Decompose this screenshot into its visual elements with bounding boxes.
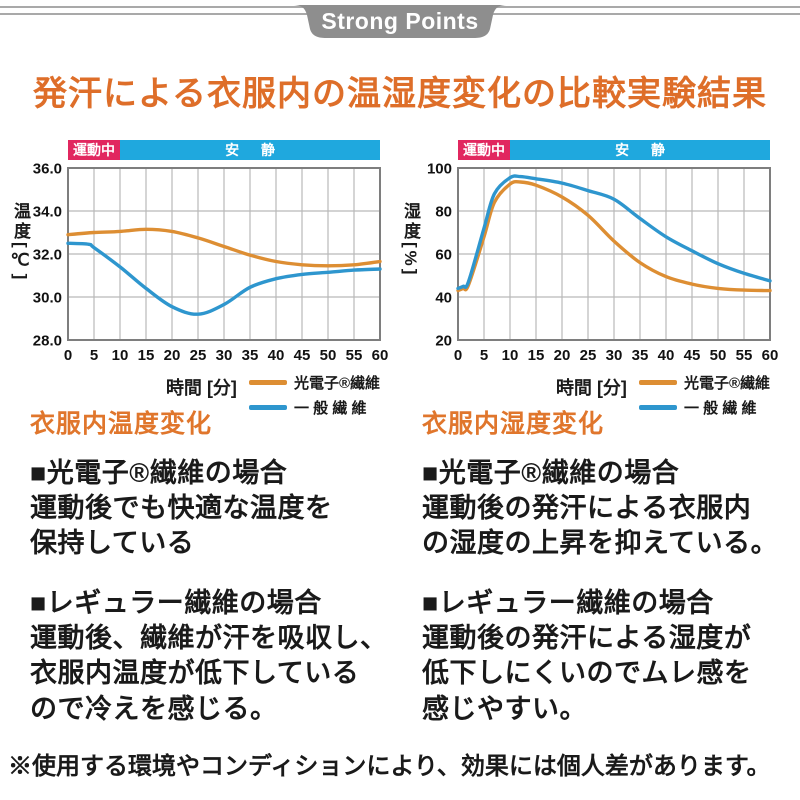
rest-label: 安 静 bbox=[225, 142, 284, 158]
humidity-section: 衣服内湿度変化 ■光電子®繊維の場合 運動後の発汗による衣服内 の湿度の上昇を抑… bbox=[422, 404, 794, 752]
svg-text:30.0: 30.0 bbox=[33, 290, 62, 307]
svg-text:32.0: 32.0 bbox=[33, 247, 62, 264]
temperature-section-heading: 衣服内温度変化 bbox=[30, 410, 213, 438]
svg-text:80: 80 bbox=[435, 204, 452, 221]
rest-phase-segment: 安 静 bbox=[120, 140, 380, 160]
legend: 光電子®繊維 一 般 繊 維 bbox=[248, 369, 380, 418]
svg-text:10: 10 bbox=[502, 347, 519, 364]
svg-text:20: 20 bbox=[554, 347, 571, 364]
temperature-koudenshi-text: ■光電子®繊維の場合 運動後でも快適な温度を 保持している bbox=[30, 458, 333, 559]
svg-text:60: 60 bbox=[435, 247, 452, 264]
svg-text:40: 40 bbox=[435, 290, 452, 307]
legend-label-general: 一 般 繊 維 bbox=[683, 400, 757, 417]
y-axis-unit-temperature: 温度[℃] bbox=[11, 202, 30, 283]
svg-text:25: 25 bbox=[190, 347, 207, 364]
svg-text:5: 5 bbox=[90, 347, 98, 364]
temperature-line-chart: 28.0 30.0 32.0 34.0 36.0 0 5 10 15 20 25 30 35 40 45 50… bbox=[33, 163, 388, 364]
rest-phase-segment: 安 静 bbox=[510, 140, 770, 160]
humidity-koudenshi-text: ■光電子®繊維の場合 運動後の発汗による衣服内 の湿度の上昇を抑えている。 bbox=[422, 458, 779, 559]
legend-swatch-general bbox=[638, 405, 677, 410]
legend-label-general: 一 般 繊 維 bbox=[293, 400, 367, 417]
svg-text:30: 30 bbox=[216, 347, 233, 364]
exercise-phase-segment: 運動中 bbox=[68, 140, 121, 160]
legend: 光電子®繊維 一 般 繊 維 bbox=[638, 369, 770, 418]
legend-item-koudenshi: 光電子®繊維 bbox=[248, 372, 380, 393]
temperature-regular-text: ■レギュラー繊維の場合 運動後、繊維が汗を吸収し、 衣服内温度が低下している の… bbox=[30, 588, 388, 724]
rest-label: 安 静 bbox=[615, 142, 674, 158]
exercise-phase-segment: 運動中 bbox=[458, 140, 511, 160]
svg-text:55: 55 bbox=[346, 347, 363, 364]
legend-swatch-general bbox=[248, 405, 287, 410]
temperature-section: 衣服内温度変化 ■光電子®繊維の場合 運動後でも快適な温度を 保持している ■レ… bbox=[30, 404, 402, 752]
svg-text:45: 45 bbox=[684, 347, 701, 364]
humidity-section-heading: 衣服内湿度変化 bbox=[422, 410, 605, 438]
svg-text:35: 35 bbox=[242, 347, 259, 364]
charts-row: 運動中 安 静 温度[℃] 28.0 30.0 32.0 34.0 36.0 0 5 10 15… bbox=[11, 140, 778, 418]
exercise-label: 運動中 bbox=[73, 142, 116, 158]
svg-text:50: 50 bbox=[320, 347, 337, 364]
legend-swatch-koudenshi bbox=[638, 380, 677, 385]
legend-label-koudenshi: 光電子®繊維 bbox=[293, 375, 380, 392]
svg-text:50: 50 bbox=[710, 347, 727, 364]
svg-text:60: 60 bbox=[372, 347, 388, 364]
x-axis-label: 時間 [分] bbox=[165, 378, 237, 398]
chart-footer: 時間 [分] 光電子®繊維 一 般 繊 維 bbox=[458, 367, 770, 418]
svg-text:36.0: 36.0 bbox=[33, 163, 62, 178]
svg-text:28.0: 28.0 bbox=[33, 333, 62, 350]
svg-text:15: 15 bbox=[528, 347, 545, 364]
svg-text:55: 55 bbox=[736, 347, 753, 364]
svg-text:0: 0 bbox=[454, 347, 462, 364]
svg-text:100: 100 bbox=[427, 163, 452, 178]
legend-label-koudenshi: 光電子®繊維 bbox=[683, 375, 770, 392]
svg-text:15: 15 bbox=[138, 347, 155, 364]
humidity-line-chart: 20 40 60 80 100 0 5 10 15 20 25 30 35 40 45 50 55 60 bbox=[427, 163, 778, 364]
svg-text:10: 10 bbox=[112, 347, 129, 364]
page-title: 発汗による衣服内の温湿度変化の比較実験結果 bbox=[33, 75, 767, 113]
svg-text:34.0: 34.0 bbox=[33, 204, 62, 221]
svg-text:35: 35 bbox=[632, 347, 649, 364]
strong-points-ribbon: Strong Points bbox=[292, 5, 508, 39]
svg-text:40: 40 bbox=[268, 347, 285, 364]
svg-text:25: 25 bbox=[580, 347, 597, 364]
disclaimer-footnote: ※使用する環境やコンディションにより、効果には個人差があります。 bbox=[8, 753, 771, 780]
legend-item-koudenshi: 光電子®繊維 bbox=[638, 372, 770, 393]
exercise-label: 運動中 bbox=[463, 142, 506, 158]
legend-item-general: 一 般 繊 維 bbox=[248, 397, 380, 418]
ribbon-shape bbox=[292, 5, 508, 38]
svg-text:45: 45 bbox=[294, 347, 311, 364]
humidity-chart-block: 運動中 安 静 湿度[%] 20 40 60 80 100 0 5 10 15 20 25 30 35 4… bbox=[401, 140, 778, 418]
humidity-regular-text: ■レギュラー繊維の場合 運動後の発汗による湿度が 低下しにくいのでムレ感を 感じ… bbox=[422, 588, 752, 724]
ribbon-label: Strong Points bbox=[321, 7, 479, 34]
activity-bar: 運動中 安 静 bbox=[68, 140, 380, 160]
legend-item-general: 一 般 繊 維 bbox=[638, 397, 770, 418]
svg-text:40: 40 bbox=[658, 347, 675, 364]
chart-footer: 時間 [分] 光電子®繊維 一 般 繊 維 bbox=[68, 367, 380, 418]
svg-text:30: 30 bbox=[606, 347, 623, 364]
svg-text:20: 20 bbox=[164, 347, 181, 364]
svg-text:5: 5 bbox=[480, 347, 488, 364]
svg-text:0: 0 bbox=[64, 347, 72, 364]
activity-bar: 運動中 安 静 bbox=[458, 140, 770, 160]
svg-text:60: 60 bbox=[762, 347, 778, 364]
temperature-chart-block: 運動中 安 静 温度[℃] 28.0 30.0 32.0 34.0 36.0 0 5 10 15… bbox=[11, 140, 388, 418]
x-axis-label: 時間 [分] bbox=[555, 378, 627, 398]
svg-text:20: 20 bbox=[435, 333, 452, 350]
y-axis-unit-humidity: 湿度[%] bbox=[401, 202, 420, 278]
legend-swatch-koudenshi bbox=[248, 380, 287, 385]
description-sections: 衣服内温度変化 ■光電子®繊維の場合 運動後でも快適な温度を 保持している ■レ… bbox=[30, 404, 794, 752]
